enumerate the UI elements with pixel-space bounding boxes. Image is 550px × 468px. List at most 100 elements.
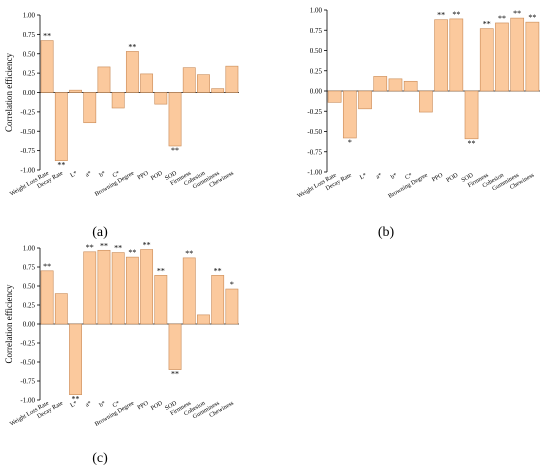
significance-mark: ** [437, 11, 445, 20]
x-tick-label: a* [375, 172, 384, 181]
x-tick-label: POD [150, 399, 165, 412]
significance-mark: ** [128, 42, 136, 51]
y-tick-label: 0.25 [23, 70, 36, 78]
y-tick-label: 1.00 [23, 245, 36, 253]
bar [182, 67, 196, 93]
bar [83, 92, 97, 124]
bar [197, 74, 210, 93]
panel-label: (c) [92, 451, 108, 466]
x-tick-label: L* [69, 170, 78, 179]
bar [140, 73, 154, 93]
significance-mark: ** [43, 262, 51, 271]
y-tick-label: -0.25 [20, 108, 35, 116]
bar [40, 40, 54, 93]
significance-mark: ** [468, 139, 476, 148]
bar [69, 323, 82, 395]
y-tick-label: 0.00 [23, 89, 36, 97]
bar [211, 275, 225, 325]
significance-mark: ** [171, 370, 179, 379]
y-tick-label: 0.50 [23, 283, 36, 291]
x-tick-label: PPO [136, 169, 150, 181]
y-tick-label: -0.75 [20, 378, 35, 386]
x-tick-label: PPO [431, 171, 445, 183]
bar [182, 257, 196, 325]
significance-mark: ** [528, 13, 536, 22]
significance-mark: * [230, 280, 234, 289]
bar [403, 80, 418, 92]
x-tick-label: L* [359, 172, 368, 181]
y-tick-label: -0.75 [307, 148, 322, 156]
bar [510, 17, 525, 92]
bar [83, 251, 97, 325]
significance-mark: ** [143, 241, 151, 250]
significance-mark: * [348, 138, 352, 147]
significance-mark: ** [57, 161, 65, 170]
bar [140, 249, 154, 325]
x-tick-label: POD [445, 171, 460, 184]
y-tick-label: 0.50 [310, 47, 323, 55]
chart-panel-c: -1.00 -0.75 -0.50 -0.25 0.00 0.25 0.50 0.75 1.00… [4, 241, 239, 466]
y-tick-label: 0.75 [23, 264, 36, 272]
x-tick-label: C* [111, 170, 121, 180]
y-tick-label: -0.75 [20, 147, 35, 155]
bar [168, 323, 182, 370]
significance-mark: ** [214, 266, 222, 275]
x-tick-label: C* [111, 400, 121, 410]
bar [54, 293, 68, 325]
bar [125, 51, 139, 93]
x-tick-label: L* [69, 400, 78, 409]
significance-mark: ** [452, 10, 460, 19]
significance-mark: ** [157, 266, 165, 275]
bar [168, 92, 182, 147]
y-tick-label: -1.00 [20, 167, 35, 175]
y-axis-label: Correlation efficiency [4, 52, 14, 132]
bar [358, 90, 372, 110]
significance-mark: ** [114, 244, 122, 253]
y-tick-label: -0.50 [307, 128, 322, 136]
bar [154, 92, 168, 105]
y-tick-label: -0.50 [20, 359, 35, 367]
y-tick-label: -0.50 [20, 128, 35, 136]
x-tick-label: C* [404, 172, 414, 182]
bar [69, 89, 82, 93]
panel-label: (b) [378, 225, 395, 240]
y-tick-label: -0.25 [307, 108, 322, 116]
x-tick-label: a* [84, 400, 93, 409]
x-tick-label: b* [98, 400, 107, 409]
significance-mark: ** [185, 249, 193, 258]
panel-label: (a) [92, 225, 108, 240]
x-tick-label: b* [390, 172, 399, 181]
x-tick-label: PPO [136, 399, 150, 411]
y-tick-label: 0.00 [23, 321, 36, 329]
significance-mark: ** [86, 243, 94, 252]
significance-mark: ** [43, 32, 51, 41]
significance-mark: ** [171, 146, 179, 155]
y-axis-label: Correlation efficiency [4, 284, 14, 364]
bar [211, 88, 225, 93]
y-tick-label: 0.25 [310, 67, 323, 75]
bar [373, 76, 388, 92]
bar [464, 90, 479, 140]
bar [327, 90, 342, 103]
bar [525, 21, 540, 92]
x-tick-label: a* [84, 170, 93, 179]
chart-panel-a: -1.00 -0.75 -0.50 -0.25 0.00 0.25 0.50 0.75 1.00… [4, 12, 239, 240]
y-tick-label: -1.00 [20, 397, 35, 405]
y-tick-label: -0.25 [20, 340, 35, 348]
bar [54, 92, 68, 161]
bar [342, 90, 357, 139]
x-tick-label: POD [150, 169, 165, 182]
bar [495, 22, 509, 92]
significance-mark: ** [72, 395, 80, 404]
y-tick-label: 0.00 [310, 88, 323, 96]
y-tick-label: 1.00 [310, 7, 323, 15]
bar [97, 66, 111, 93]
significance-mark: ** [498, 14, 506, 23]
bar [434, 19, 448, 92]
bar [125, 256, 139, 325]
bar [419, 90, 433, 113]
bar [111, 92, 125, 109]
bar [225, 288, 239, 325]
bar [111, 252, 125, 325]
significance-mark: ** [513, 9, 521, 18]
